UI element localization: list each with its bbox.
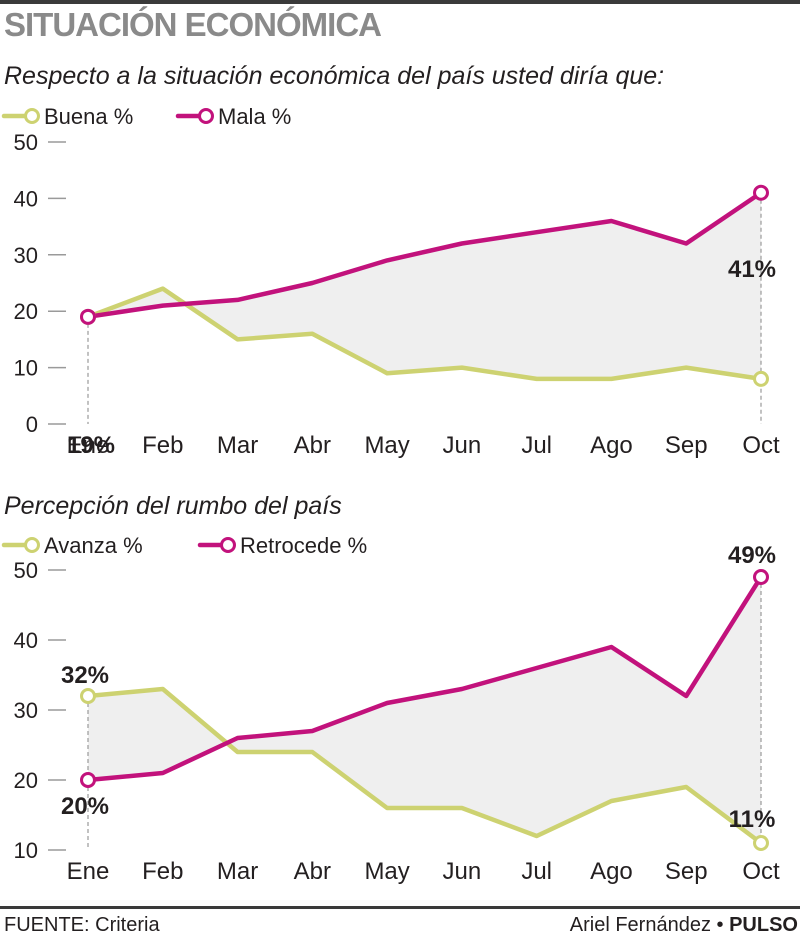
x-tick-label: Jul (521, 858, 552, 885)
x-tick-label: Abr (294, 432, 331, 459)
credit: Ariel Fernández • PULSO (570, 914, 798, 937)
x-tick-label: Jun (443, 432, 482, 459)
x-tick-label: Ago (590, 432, 633, 459)
series-line-1 (85, 686, 764, 846)
x-tick-label: Sep (665, 432, 708, 459)
top-rule (0, 0, 800, 4)
chart-1: 0 10 20 30 40 50 Ene Feb Mar Abr May Jun Jul Ago Sep Oc… (1, 104, 780, 459)
data-label: 32% (61, 662, 109, 689)
y-tick-label: 20 (14, 299, 38, 324)
data-point-marker (80, 308, 96, 325)
chart-2-title: Percepción del rumbo del país (4, 492, 342, 520)
source-label: FUENTE: (4, 914, 90, 936)
credit-separator: • (716, 914, 724, 936)
data-label: 41% (728, 256, 776, 283)
x-tick-label: Ago (590, 858, 633, 885)
data-label: 49% (728, 542, 776, 569)
x-tick-label: Ene (67, 432, 110, 459)
data-label: 11% (729, 806, 776, 833)
x-tick-label: Jul (521, 432, 552, 459)
legend-swatch-marker (220, 537, 236, 553)
y-tick-label: 50 (14, 130, 38, 155)
gap-area (88, 192, 761, 379)
x-tick-label: Oct (742, 858, 780, 885)
series-line-2 (85, 190, 764, 320)
gap-area (88, 577, 761, 843)
data-point-marker (753, 184, 769, 201)
chart-2: 10 20 30 40 50 Ene Feb Mar Abr May Jun Jul Ago Sep Oct… (1, 533, 780, 885)
chart-1-title: Respecto a la situación económica del pa… (4, 62, 665, 90)
x-tick-label: Sep (665, 858, 708, 885)
y-tick-label: 20 (14, 768, 38, 793)
page-title: SITUACIÓN ECONÓMICA (4, 6, 382, 43)
x-tick-label: Mar (217, 432, 258, 459)
y-tick-label: 40 (14, 186, 38, 211)
data-label: 20% (61, 793, 109, 820)
y-tick-label: 0 (26, 412, 38, 437)
x-tick-label: Oct (742, 432, 780, 459)
y-tick-label: 30 (14, 698, 38, 723)
x-tick-label: May (364, 858, 409, 885)
data-label: 19% (67, 432, 115, 459)
footer-rule (0, 906, 800, 909)
x-tick-label: Jun (443, 858, 482, 885)
data-point-marker (80, 772, 96, 788)
series-line-1 (85, 286, 764, 382)
legend-swatch-marker (198, 108, 214, 124)
y-tick-label: 10 (14, 838, 38, 863)
legend-swatch-marker (24, 108, 40, 124)
legend-label: Buena % (44, 104, 133, 129)
legend-label: Retrocede % (240, 533, 367, 558)
data-point-marker (753, 835, 769, 851)
data-point-marker (753, 370, 769, 387)
y-tick-label: 30 (14, 243, 38, 268)
source-value: Criteria (95, 914, 160, 936)
x-tick-label: Abr (294, 858, 331, 885)
source-note: FUENTE: Criteria (4, 914, 160, 937)
y-tick-label: 40 (14, 628, 38, 653)
legend-swatch-marker (24, 537, 40, 553)
x-tick-label: May (364, 432, 409, 459)
x-tick-label: Feb (142, 858, 183, 885)
x-tick-label: Feb (142, 432, 183, 459)
x-tick-label: Ene (67, 858, 110, 885)
x-tick-label: Mar (217, 858, 258, 885)
data-point-marker (753, 569, 769, 585)
legend-label: Mala % (218, 104, 291, 129)
y-tick-label: 10 (14, 356, 38, 381)
y-tick-label: 50 (14, 558, 38, 583)
series-line-2 (85, 574, 764, 783)
data-point-marker (80, 688, 96, 704)
author-name: Ariel Fernández (569, 914, 711, 936)
brand-name: PULSO (729, 914, 798, 936)
legend-label: Avanza % (44, 533, 143, 558)
